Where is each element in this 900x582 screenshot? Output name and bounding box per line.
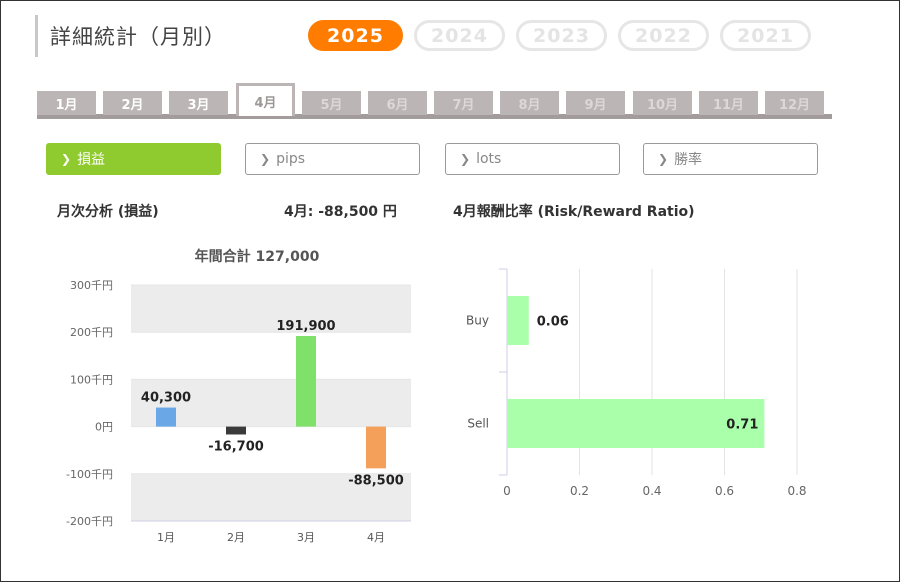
filter-lots-label: lots [476, 151, 502, 167]
year-2021-button[interactable]: 2021 [720, 20, 811, 51]
y-tick-label: 200千円 [70, 326, 113, 339]
filter-lots-button[interactable]: ❯ lots [445, 143, 620, 175]
data-label: 40,300 [141, 391, 191, 406]
year-2023-button[interactable]: 2023 [516, 20, 607, 51]
filter-pips-button[interactable]: ❯ pips [245, 143, 420, 175]
grid-band [131, 285, 411, 333]
tab-month-5[interactable]: 5月 [302, 91, 361, 115]
y-tick-label: 0円 [95, 421, 113, 434]
tab-month-6[interactable]: 6月 [368, 91, 427, 115]
page-title: 詳細統計（月別） [50, 25, 226, 49]
data-label: 191,900 [276, 319, 335, 334]
x-tick-label: 0 [503, 484, 511, 498]
bar-Sell [507, 399, 765, 448]
tab-month-3[interactable]: 3月 [169, 91, 228, 115]
filter-winrate-button[interactable]: ❯ 勝率 [643, 143, 818, 175]
year-2024-button[interactable]: 2024 [414, 20, 505, 51]
filter-winrate-label: 勝率 [674, 152, 703, 168]
tab-month-7[interactable]: 7月 [434, 91, 493, 115]
monthly-analysis-heading: 月次分析 (損益) [57, 204, 159, 220]
grid-band [131, 379, 411, 427]
bar-1月 [156, 407, 176, 427]
y-tick-label: 100千円 [70, 373, 113, 386]
bar-4月 [366, 426, 386, 469]
x-tick-label: 1月 [157, 531, 175, 544]
filter-pips-label: pips [276, 151, 306, 167]
tab-month-12[interactable]: 12月 [765, 91, 824, 115]
chart-title: 年間合計 127,000 [195, 248, 320, 265]
tab-month-10[interactable]: 10月 [633, 91, 692, 115]
monthly-pnl-chart: 年間合計 127,000 300千円 200千円 100千円 0円 -100千円 -200千… [66, 248, 411, 544]
grid-band [131, 473, 411, 521]
tab-month-9[interactable]: 9月 [566, 91, 625, 115]
x-tick-label: 0.2 [570, 484, 589, 498]
tab-month-8[interactable]: 8月 [500, 91, 559, 115]
x-tick-label: 2月 [227, 531, 245, 544]
y-tick-label: Sell [467, 417, 489, 431]
month-tabs: 1月 2月 3月 4月 5月 6月 7月 8月 9月 10月 11月 12月 [37, 83, 832, 119]
tab-month-1[interactable]: 1月 [37, 91, 96, 115]
x-tick-label: 0.8 [787, 484, 806, 498]
filter-pnl-button[interactable]: ❯ 損益 [46, 143, 221, 175]
tab-month-2[interactable]: 2月 [103, 91, 162, 115]
year-2022-button[interactable]: 2022 [618, 20, 709, 51]
chevron-right-icon: ❯ [260, 152, 271, 166]
chevron-right-icon: ❯ [658, 152, 669, 166]
x-tick-label: 4月 [367, 531, 385, 544]
year-selector: 2025 2024 2023 2022 2021 [308, 20, 811, 51]
bar-Buy [507, 296, 529, 345]
data-label: -88,500 [348, 473, 404, 488]
chevron-right-icon: ❯ [460, 152, 471, 166]
y-tick-label: -200千円 [66, 515, 113, 528]
x-tick-label: 0.4 [642, 484, 661, 498]
title-block: 詳細統計（月別） [35, 15, 226, 57]
tab-month-11[interactable]: 11月 [699, 91, 758, 115]
year-2025-button[interactable]: 2025 [308, 20, 403, 51]
risk-reward-heading: 4月報酬比率 (Risk/Reward Ratio) [453, 204, 695, 220]
data-label: -16,700 [208, 439, 264, 454]
chevron-right-icon: ❯ [61, 152, 72, 166]
y-tick-label: 300千円 [70, 279, 113, 292]
month-tabs-baseline [37, 114, 832, 119]
y-tick-label: -100千円 [66, 468, 113, 481]
filter-pnl-label: 損益 [77, 152, 106, 168]
bar-2月 [226, 426, 246, 435]
risk-reward-chart: 0 0.2 0.4 0.6 0.8 Buy 0.06 Sell 0.71 [466, 268, 807, 498]
month-result-value: 4月: -88,500 円 [284, 204, 397, 220]
x-tick-label: 3月 [297, 531, 315, 544]
bar-3月 [296, 336, 316, 427]
y-tick-label: Buy [466, 314, 489, 328]
data-label: 0.71 [726, 418, 758, 433]
data-label: 0.06 [537, 315, 569, 330]
x-tick-label: 0.6 [715, 484, 734, 498]
tab-month-4[interactable]: 4月 [236, 83, 295, 116]
